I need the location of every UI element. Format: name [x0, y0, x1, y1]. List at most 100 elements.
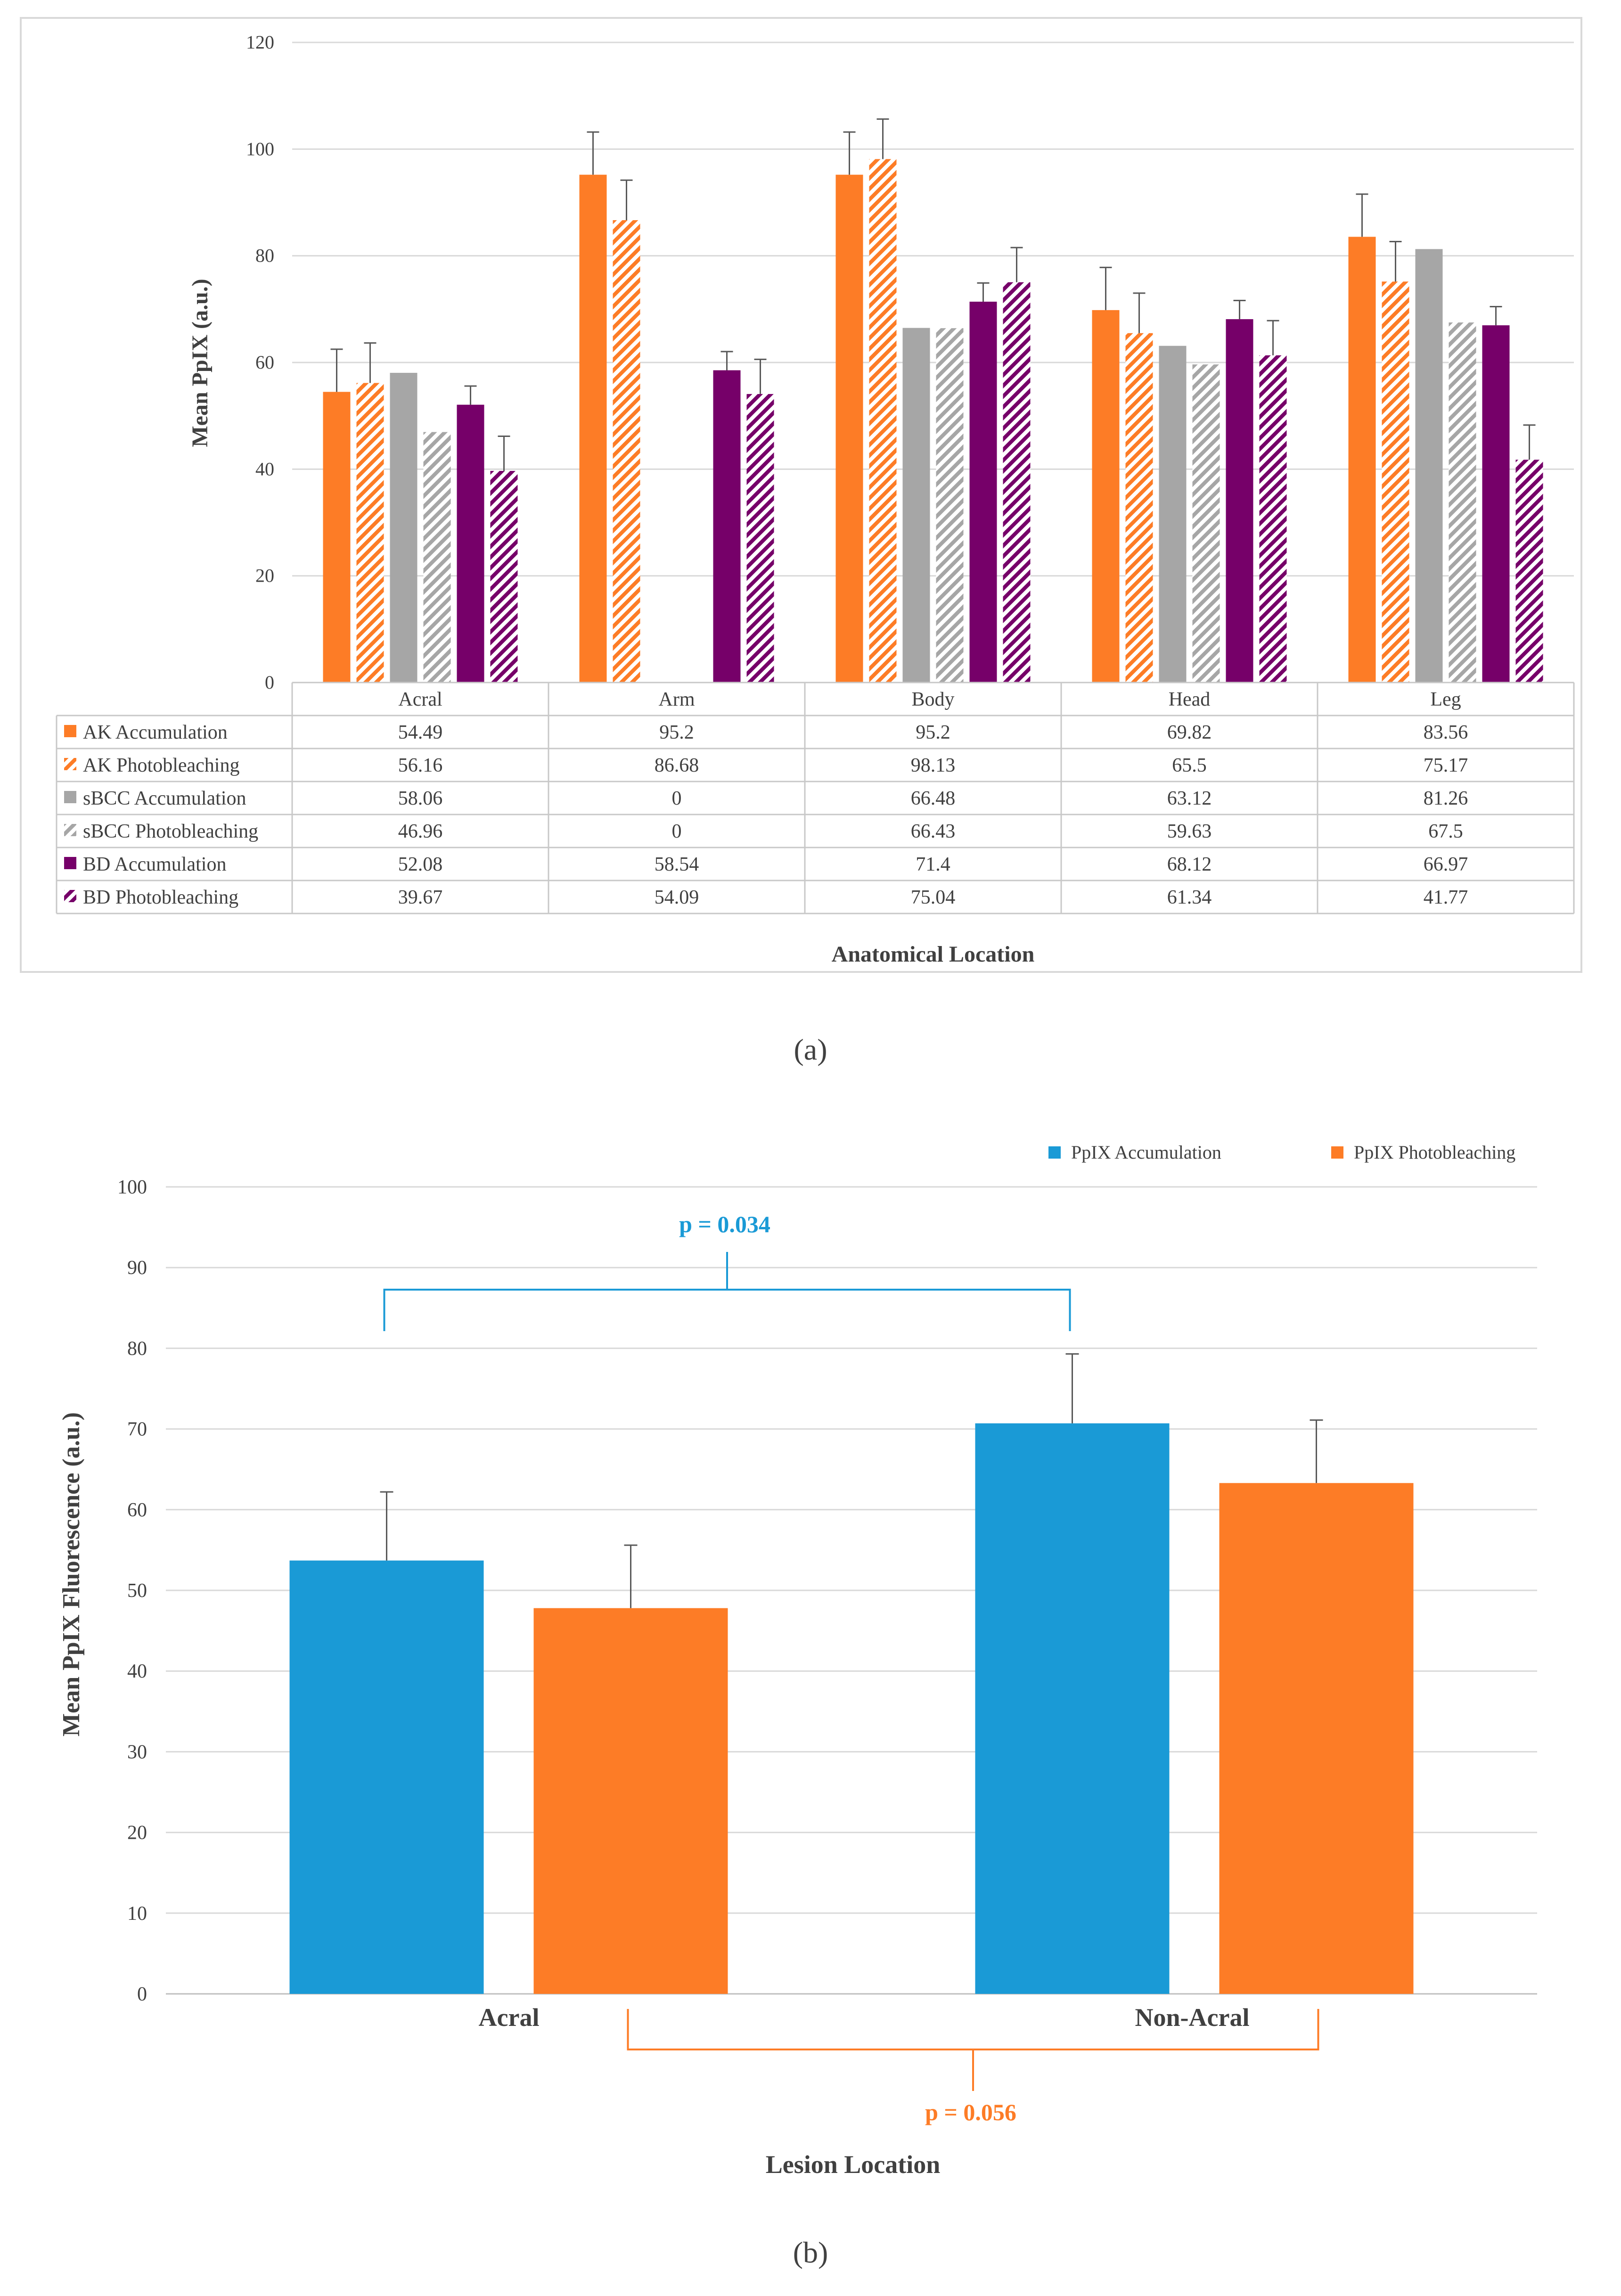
- panel-b-y-tick-label: 0: [137, 1983, 147, 2005]
- table-cell: 0: [672, 788, 682, 809]
- panel-a-y-tick-label: 40: [255, 458, 274, 479]
- panel-b-significance-brackets: p = 0.034 p = 0.056: [383, 1211, 1319, 2125]
- legend-swatch-ak-photobleaching: [64, 758, 76, 770]
- table-cell: 81.26: [1424, 788, 1468, 809]
- table-cell: 58.54: [655, 854, 699, 875]
- panel-a-y-axis-label: Mean PpIX (a.u.): [188, 279, 213, 447]
- legend-label-sbcc-accumulation: sBCC Accumulation: [83, 788, 246, 809]
- bar-sbcc-accumulation-leg: [1415, 249, 1443, 683]
- panel-b-legend: PpIX Accumulation PpIX Photobleaching: [1048, 1142, 1515, 1163]
- panel-b-y-tick-label: 50: [127, 1580, 147, 1602]
- bar-bd-photobleaching-body: [1003, 282, 1031, 683]
- table-cell: 46.96: [398, 821, 443, 842]
- bar-bd-accumulation-leg: [1482, 325, 1510, 683]
- panel-a-x-axis-label: Anatomical Location: [832, 942, 1035, 967]
- table-cell: 66.48: [911, 788, 956, 809]
- x-tick-label-head: Head: [1169, 689, 1211, 710]
- panel-b-label: (b): [793, 2236, 828, 2269]
- table-cell: 54.09: [655, 887, 699, 908]
- panel-b-y-tick-label: 60: [127, 1499, 147, 1521]
- x-tick-label-acral: Acral: [479, 2003, 540, 2032]
- bar-sbcc-photobleaching-head: [1192, 364, 1220, 683]
- bar-ppix-photobleaching-non-acral: [1219, 1483, 1414, 1994]
- panel-b-y-axis-label: Mean PpIX Fluorescence (a.u.): [58, 1412, 85, 1736]
- table-cell: 65.5: [1172, 755, 1207, 776]
- bar-ak-photobleaching-acral: [356, 383, 384, 683]
- x-tick-label-body: Body: [911, 689, 954, 710]
- bar-sbcc-photobleaching-body: [936, 328, 964, 683]
- p-value-accumulation: p = 0.034: [679, 1211, 770, 1237]
- table-cell: 52.08: [398, 854, 443, 875]
- bar-bd-accumulation-body: [969, 301, 997, 683]
- legend-swatch-ppix-photobleaching: [1331, 1146, 1343, 1159]
- panel-a-y-tick-label: 80: [255, 245, 274, 266]
- panel-a-y-tick-label: 100: [246, 138, 274, 159]
- panel-a-error-bars: [330, 118, 1536, 471]
- panel-a-y-tick-label: 20: [255, 565, 274, 586]
- table-cell: 68.12: [1167, 854, 1212, 875]
- legend-label-ppix-photobleaching: PpIX Photobleaching: [1354, 1142, 1515, 1163]
- panel-b-y-tick-label: 100: [117, 1177, 147, 1198]
- panel-a-y-tick-label: 60: [255, 352, 274, 373]
- panel-b-y-tick-label: 90: [127, 1257, 147, 1279]
- panel-a-y-tick-label: 120: [246, 32, 274, 53]
- table-cell: 0: [672, 821, 682, 842]
- bar-ak-photobleaching-arm: [613, 220, 640, 683]
- table-cell: 66.43: [911, 821, 956, 842]
- table-cell: 86.68: [655, 755, 699, 776]
- table-cell: 63.12: [1167, 788, 1212, 809]
- table-cell: 56.16: [398, 755, 443, 776]
- table-cell: 58.06: [398, 788, 443, 809]
- table-cell: 71.4: [916, 854, 950, 875]
- bar-sbcc-accumulation-head: [1159, 346, 1187, 683]
- table-cell: 75.04: [911, 887, 956, 908]
- bar-bd-accumulation-head: [1226, 319, 1253, 683]
- legend-label-ppix-accumulation: PpIX Accumulation: [1071, 1142, 1221, 1163]
- panel-a-bars: [323, 159, 1543, 683]
- bar-bd-photobleaching-acral: [490, 471, 518, 683]
- legend-swatch-sbcc-photobleaching: [64, 824, 76, 836]
- legend-label-sbcc-photobleaching: sBCC Photobleaching: [83, 821, 258, 842]
- legend-swatch-ak-accumulation: [64, 725, 76, 737]
- bar-bd-photobleaching-arm: [746, 394, 774, 683]
- bar-bd-accumulation-acral: [457, 404, 484, 683]
- bracket-accumulation: [383, 1289, 1071, 1331]
- table-cell: 83.56: [1424, 722, 1468, 743]
- panel-b-y-tick-label: 30: [127, 1741, 147, 1763]
- legend-label-ak-photobleaching: AK Photobleaching: [83, 755, 239, 776]
- bar-ppix-accumulation-non-acral: [975, 1423, 1170, 1994]
- panel-b-x-tick-labels: Acral Non-Acral: [479, 2003, 1250, 2032]
- legend-swatch-bd-photobleaching: [64, 890, 76, 902]
- bar-bd-photobleaching-leg: [1515, 460, 1543, 683]
- panel-a-chart: 0 20 40 60 80 100 120 Acral Arm Body Head Leg AK Ac…: [20, 17, 1582, 973]
- table-cell: 67.5: [1428, 821, 1463, 842]
- bar-ppix-accumulation-acral: [289, 1560, 484, 1994]
- bar-ak-accumulation-leg: [1348, 237, 1376, 683]
- panel-a-frame: [20, 17, 1582, 973]
- table-cell: 54.49: [398, 722, 443, 743]
- panel-b-y-tick-label: 10: [127, 1903, 147, 1925]
- table-cell: 61.34: [1167, 887, 1212, 908]
- panel-b-y-tick-labels: 0 10 20 30 40 50 60 70 80 90 100: [117, 1177, 147, 2005]
- table-cell: 66.97: [1424, 854, 1468, 875]
- panel-b-y-tick-label: 70: [127, 1419, 147, 1440]
- table-cell: 59.63: [1167, 821, 1212, 842]
- panel-b-y-tick-label: 20: [127, 1822, 147, 1844]
- legend-label-ak-accumulation: AK Accumulation: [83, 722, 228, 743]
- panel-b-error-bars: [380, 1353, 1323, 1608]
- table-cell: 95.2: [659, 722, 694, 743]
- bar-sbcc-photobleaching-acral: [423, 432, 451, 683]
- panel-b-bars: [289, 1423, 1414, 1994]
- bar-sbcc-photobleaching-leg: [1449, 322, 1476, 683]
- panel-a-y-tick-labels: 0 20 40 60 80 100 120: [246, 32, 274, 693]
- legend-swatch-bd-accumulation: [64, 857, 76, 869]
- bar-ak-photobleaching-body: [869, 159, 897, 683]
- legend-label-bd-accumulation: BD Accumulation: [83, 854, 226, 875]
- bar-ppix-photobleaching-acral: [533, 1608, 728, 1994]
- x-tick-label-acral: Acral: [398, 689, 442, 710]
- bar-sbcc-accumulation-body: [902, 328, 930, 683]
- bar-ak-accumulation-head: [1092, 310, 1120, 683]
- bar-sbcc-accumulation-acral: [390, 372, 418, 683]
- table-cell: 95.2: [916, 722, 950, 743]
